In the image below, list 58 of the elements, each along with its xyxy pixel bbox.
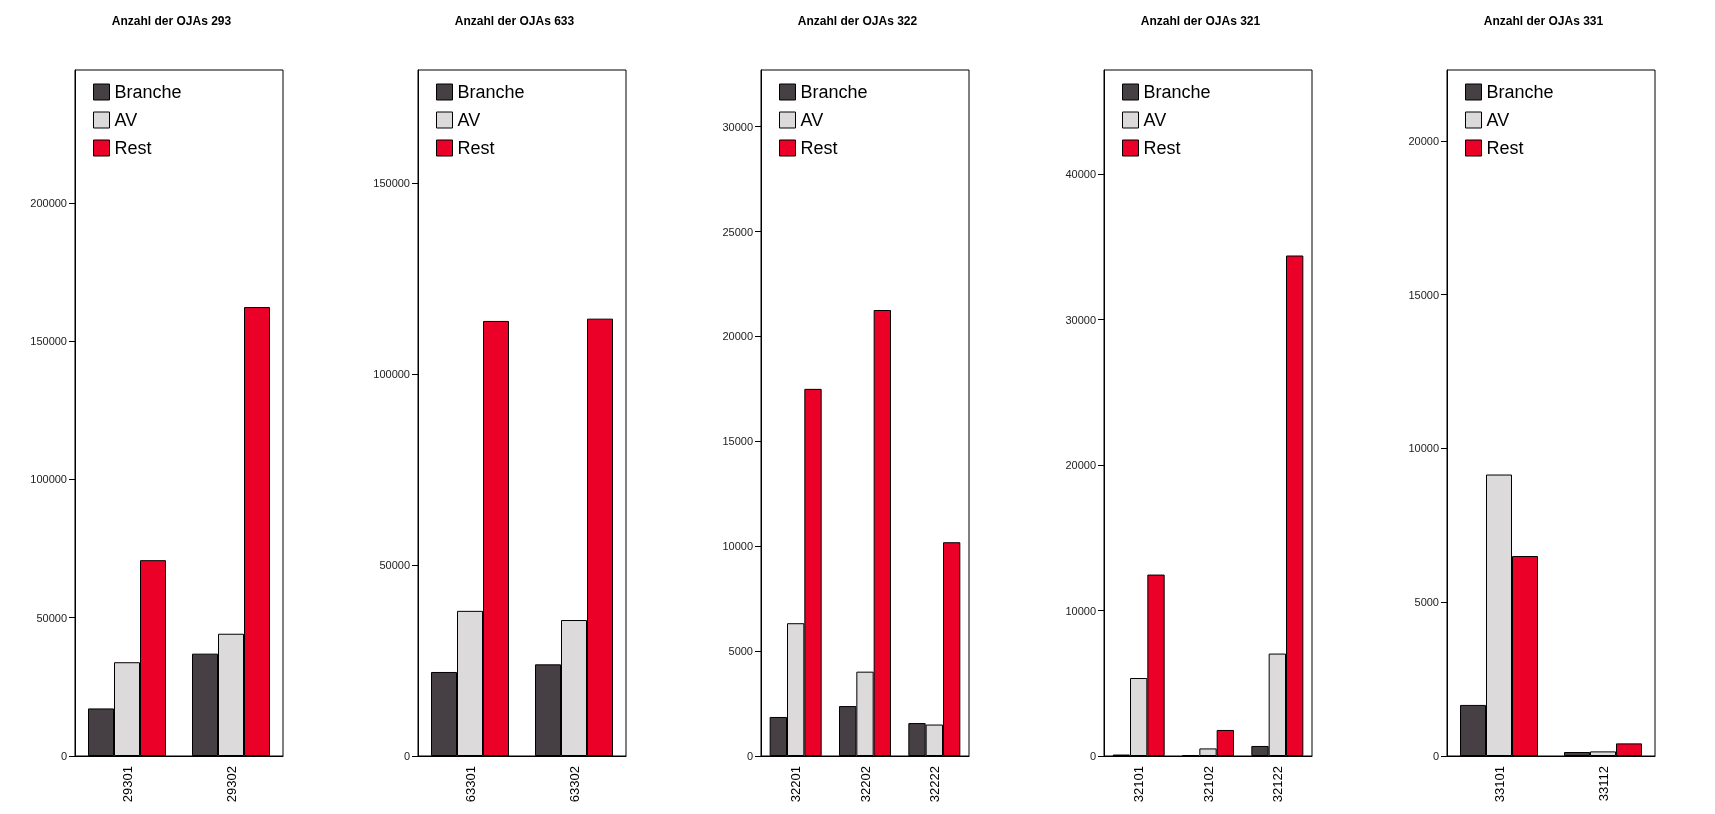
x-tick-label: 33112 xyxy=(1595,766,1611,802)
x-tick-label: 29301 xyxy=(119,766,135,803)
y-tick-label: 150000 xyxy=(373,177,410,190)
legend-label: Rest xyxy=(457,138,495,158)
y-tick-label: 15000 xyxy=(722,435,753,448)
x-tick-label: 32222 xyxy=(926,766,942,803)
y-tick-label: 0 xyxy=(403,750,410,762)
legend-label: AV xyxy=(800,110,824,130)
y-tick-label: 10000 xyxy=(1408,442,1439,455)
y-tick-label: 0 xyxy=(1089,750,1096,762)
y-tick-label: 20000 xyxy=(1408,134,1439,147)
legend-label: Branche xyxy=(1143,82,1211,102)
y-tick-label: 0 xyxy=(60,750,67,762)
y-tick-label: 200000 xyxy=(30,196,67,209)
legend-label: Rest xyxy=(114,138,152,158)
y-tick-label: 30000 xyxy=(1065,313,1096,326)
y-tick-label: 10000 xyxy=(1065,604,1096,617)
y-tick-label: 0 xyxy=(1432,750,1439,762)
y-tick-label: 20000 xyxy=(722,330,753,343)
y-tick-label: 30000 xyxy=(722,120,753,133)
legend-label: Rest xyxy=(1143,138,1181,158)
legend-label: Branche xyxy=(800,82,868,102)
y-tick-label: 25000 xyxy=(722,225,753,238)
y-tick-label: 100000 xyxy=(373,368,410,381)
x-tick-label: 32101 xyxy=(1131,766,1147,803)
chart-title: Anzahl der OJAs 633 xyxy=(454,14,575,28)
x-tick-label: 63302 xyxy=(566,766,582,803)
y-tick-label: 150000 xyxy=(30,335,67,348)
x-tick-label: 32102 xyxy=(1200,766,1216,803)
legend-label: AV xyxy=(1486,110,1510,130)
chart-title: Anzahl der OJAs 322 xyxy=(797,14,918,28)
legend-label: Branche xyxy=(457,82,525,102)
y-tick-label: 5000 xyxy=(728,645,753,658)
x-tick-label: 32202 xyxy=(857,766,873,803)
legend-label: Branche xyxy=(114,82,182,102)
legend-label: Rest xyxy=(1486,138,1524,158)
legend-label: AV xyxy=(114,110,138,130)
y-tick-label: 20000 xyxy=(1065,459,1096,472)
chart-title: Anzahl der OJAs 331 xyxy=(1483,14,1604,28)
y-tick-label: 50000 xyxy=(379,559,410,572)
y-tick-label: 0 xyxy=(746,750,753,762)
y-tick-label: 15000 xyxy=(1408,288,1439,301)
x-tick-label: 63301 xyxy=(462,766,478,803)
x-tick-label: 32122 xyxy=(1269,766,1285,803)
x-tick-label: 32201 xyxy=(788,766,804,803)
legend-label: AV xyxy=(1143,110,1167,130)
y-tick-label: 100000 xyxy=(30,473,67,486)
chart-title: Anzahl der OJAs 321 xyxy=(1140,14,1261,28)
legend-label: Rest xyxy=(800,138,838,158)
legend-label: AV xyxy=(457,110,481,130)
y-tick-label: 10000 xyxy=(722,540,753,553)
legend-label: Branche xyxy=(1486,82,1554,102)
x-tick-label: 33101 xyxy=(1491,766,1507,803)
x-tick-label: 29302 xyxy=(223,766,239,803)
chart-title: Anzahl der OJAs 293 xyxy=(111,14,232,28)
y-tick-label: 5000 xyxy=(1414,596,1439,609)
y-tick-label: 50000 xyxy=(36,611,67,624)
y-tick-label: 40000 xyxy=(1065,168,1096,181)
